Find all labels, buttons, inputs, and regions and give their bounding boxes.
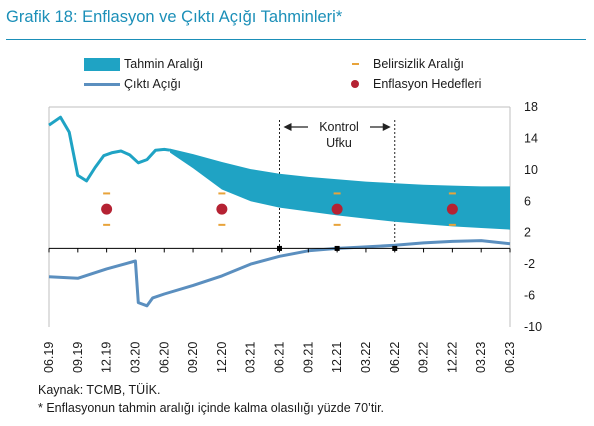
x-tick-label: 06.20 [157, 342, 171, 373]
y-tick-label: 6 [524, 194, 531, 208]
title-underline [6, 39, 586, 40]
legend-band-label: Tahmin Aralığı [124, 57, 204, 71]
legend-line-swatch [84, 82, 120, 86]
x-tick-label: 09.21 [301, 342, 315, 373]
horizon-arrowhead-right [382, 123, 391, 131]
legend-target-swatch [351, 80, 359, 88]
chart-title: Grafik 18: Enflasyon ve Çıktı Açığı Tahm… [6, 8, 343, 26]
x-tick-label: 12.21 [330, 342, 344, 373]
x-tick-label: 06.22 [388, 342, 402, 373]
output-gap-line [48, 239, 511, 308]
legend-line: Çıktı Açığı [84, 77, 181, 91]
x-tick-label: 06.23 [503, 342, 517, 373]
control-horizon-marker [334, 245, 340, 251]
forecast-band [170, 148, 510, 230]
footnote: * Enflasyonun tahmin aralığı içinde kalm… [38, 401, 385, 415]
legend-band: Tahmin Aralığı [84, 57, 203, 71]
legend-range: Belirsizlik Aralığı [346, 57, 464, 71]
control-horizon-marker [392, 245, 398, 251]
inflation-history-line [48, 115, 171, 183]
y-tick-label: 10 [524, 163, 538, 177]
x-tick-label: 03.20 [128, 342, 142, 373]
legend-band-swatch [84, 57, 120, 71]
x-tick-label: 03.23 [474, 342, 488, 373]
inflation-target-dot [331, 203, 343, 215]
inflation-target-dot [216, 203, 228, 215]
source-note: Kaynak: TCMB, TÜİK. [38, 383, 161, 397]
horizon-label-line2: Ufku [326, 136, 352, 150]
x-tick-label: 09.19 [71, 342, 85, 373]
y-tick-label: -2 [524, 257, 535, 271]
legend-line-label: Çıktı Açığı [124, 77, 181, 91]
y-tick-label: -10 [524, 320, 542, 334]
legend-target: Enflasyon Hedefleri [346, 77, 481, 91]
legend-range-swatch [352, 63, 359, 65]
x-tick-label: 03.21 [244, 342, 258, 373]
horizon-label-line1: Kontrol [319, 120, 359, 134]
x-tick-label: 12.20 [215, 342, 229, 373]
x-tick-label: 12.22 [445, 342, 459, 373]
legend-target-label: Enflasyon Hedefleri [373, 77, 482, 91]
x-tick-label: 12.19 [100, 342, 114, 373]
inflation-target-dot [446, 203, 458, 215]
horizon-arrowhead-left [283, 123, 292, 131]
x-tick-label: 06.19 [42, 342, 56, 373]
y-tick-label: 18 [524, 100, 538, 114]
inflation-target-dot [101, 203, 113, 215]
y-tick-label: 2 [524, 226, 531, 240]
y-tick-label: 14 [524, 131, 538, 145]
x-tick-label: 09.22 [417, 342, 431, 373]
x-tick-label: 09.20 [186, 342, 200, 373]
legend-range-label: Belirsizlik Aralığı [373, 57, 464, 71]
x-tick-label: 06.21 [273, 342, 287, 373]
y-tick-label: -6 [524, 289, 535, 303]
control-horizon-marker [277, 245, 282, 251]
x-tick-label: 03.22 [359, 342, 373, 373]
